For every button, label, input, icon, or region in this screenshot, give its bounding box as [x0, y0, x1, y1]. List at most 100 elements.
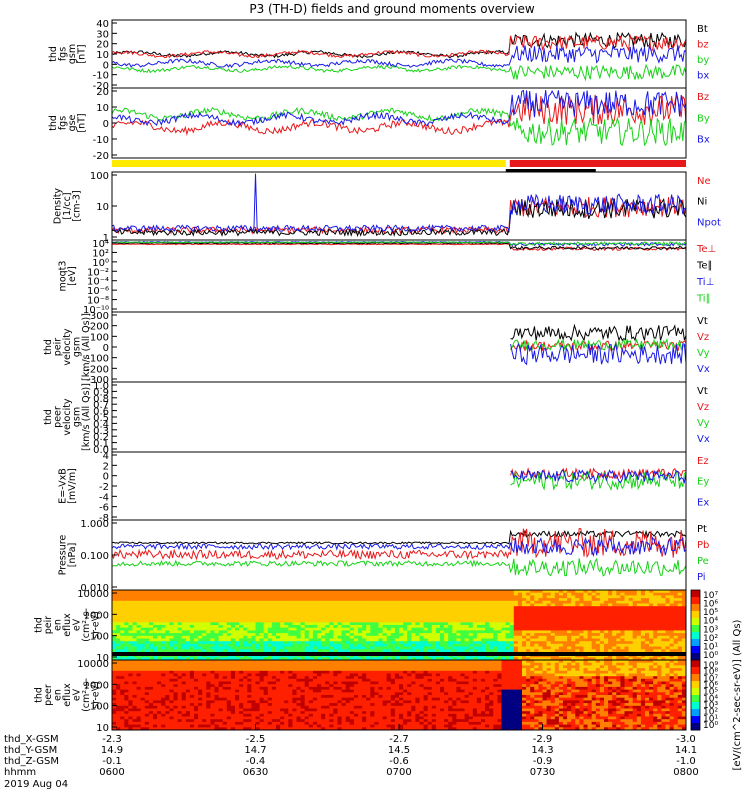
heatmap-cell — [632, 614, 638, 618]
heatmap-cell — [120, 660, 125, 664]
heatmap-cell — [669, 603, 675, 607]
heatmap-cell — [476, 633, 482, 637]
heatmap-cell — [128, 678, 133, 682]
heatmap-cell — [448, 641, 453, 645]
heatmap-cell — [144, 727, 150, 731]
heatmap-cell — [177, 678, 183, 682]
heatmap-cell — [317, 625, 322, 629]
heatmap-cell — [431, 603, 437, 607]
heatmap-cell — [522, 649, 527, 653]
heatmap-cell — [222, 643, 228, 647]
heatmap-cell — [267, 703, 273, 707]
heatmap-cell — [284, 657, 289, 661]
heatmap-cell — [329, 598, 334, 602]
heatmap-cell — [284, 689, 289, 693]
heatmap-cell — [657, 608, 662, 612]
heatmap-cell — [251, 657, 256, 661]
heatmap-cell — [591, 627, 597, 631]
heatmap-cell — [140, 649, 146, 653]
heatmap-cell — [440, 627, 445, 631]
heatmap-cell — [124, 608, 129, 612]
heatmap-cell — [194, 619, 199, 623]
heatmap-cell — [345, 603, 351, 607]
heatmap-cell — [583, 592, 589, 596]
heatmap-cell — [579, 627, 584, 631]
heatmap-cell — [116, 590, 121, 594]
heatmap-cell — [144, 600, 150, 604]
heatmap-cell — [308, 616, 314, 621]
heatmap-cell — [489, 646, 494, 650]
heatmap-cell — [505, 627, 511, 631]
heatmap-cell — [116, 641, 121, 645]
heatmap-cell — [177, 616, 183, 621]
heatmap-cell — [161, 614, 166, 618]
heatmap-cell — [218, 649, 224, 653]
heatmap-cell — [534, 627, 539, 631]
heatmap-cell — [452, 600, 457, 604]
heatmap-cell — [210, 622, 215, 626]
heatmap-cell — [489, 654, 494, 658]
heatmap-cell — [493, 606, 498, 610]
heatmap-cell — [382, 646, 388, 650]
heatmap-cell — [230, 703, 236, 707]
heatmap-cell — [534, 606, 539, 610]
colorbar-swatch — [691, 597, 700, 601]
colorbar-swatch — [691, 642, 700, 647]
heatmap-cell — [267, 603, 273, 607]
heatmap-cell — [267, 657, 273, 661]
heatmap-cell — [177, 657, 183, 661]
heatmap-cell — [267, 670, 273, 674]
heatmap-cell — [538, 630, 543, 634]
heatmap-cell — [431, 633, 437, 637]
heatmap-cell — [329, 611, 334, 615]
heatmap-cell — [165, 692, 170, 696]
heatmap-cell — [189, 676, 195, 680]
heatmap-cell — [440, 611, 445, 615]
heatmap-cell — [386, 641, 392, 645]
heatmap-cell — [128, 665, 133, 669]
heatmap-cell — [144, 660, 150, 664]
heatmap-cell — [640, 649, 646, 653]
heatmap-cell — [304, 600, 310, 604]
heatmap-cell — [358, 595, 363, 599]
heatmap-cell — [681, 625, 687, 629]
heatmap-cell — [124, 654, 129, 658]
heatmap-cell — [271, 665, 277, 669]
heatmap-cell — [255, 643, 261, 647]
heatmap-cell — [444, 627, 449, 631]
heatmap-cell — [583, 598, 589, 602]
heatmap-cell — [206, 625, 211, 629]
heatmap-cell — [460, 614, 466, 618]
heatmap-cell — [304, 622, 310, 626]
heatmap-cell — [452, 616, 457, 621]
heatmap-cell — [128, 614, 133, 618]
heatmap-cell — [116, 643, 121, 647]
heatmap-cell — [419, 657, 425, 661]
heatmap-cell — [177, 627, 183, 631]
heatmap-cell — [218, 719, 224, 723]
heatmap-cell — [308, 638, 314, 642]
heatmap-cell — [423, 657, 429, 661]
heatmap-cell — [169, 638, 174, 642]
heatmap-cell — [202, 703, 207, 707]
series-8-0 — [111, 529, 687, 545]
heatmap-cell — [468, 654, 474, 658]
heatmap-cell — [653, 600, 658, 604]
heatmap-cell — [431, 614, 437, 618]
heatmap-cell — [411, 625, 416, 629]
heatmap-cell — [132, 635, 138, 639]
heatmap-cell — [452, 614, 457, 618]
y-tick-label: 2 — [103, 461, 109, 472]
heatmap-cell — [403, 643, 408, 647]
heatmap-cell — [144, 625, 150, 629]
heatmap-cell — [276, 665, 281, 669]
heatmap-cell — [370, 608, 375, 612]
heatmap-cell — [362, 649, 367, 653]
heatmap-cell — [271, 670, 277, 674]
heatmap-cell — [386, 590, 392, 594]
heatmap-cell — [128, 625, 133, 629]
heatmap-cell — [386, 598, 392, 602]
heatmap-cell — [419, 603, 425, 607]
heatmap-cell — [411, 595, 416, 599]
heatmap-cell — [579, 633, 584, 637]
